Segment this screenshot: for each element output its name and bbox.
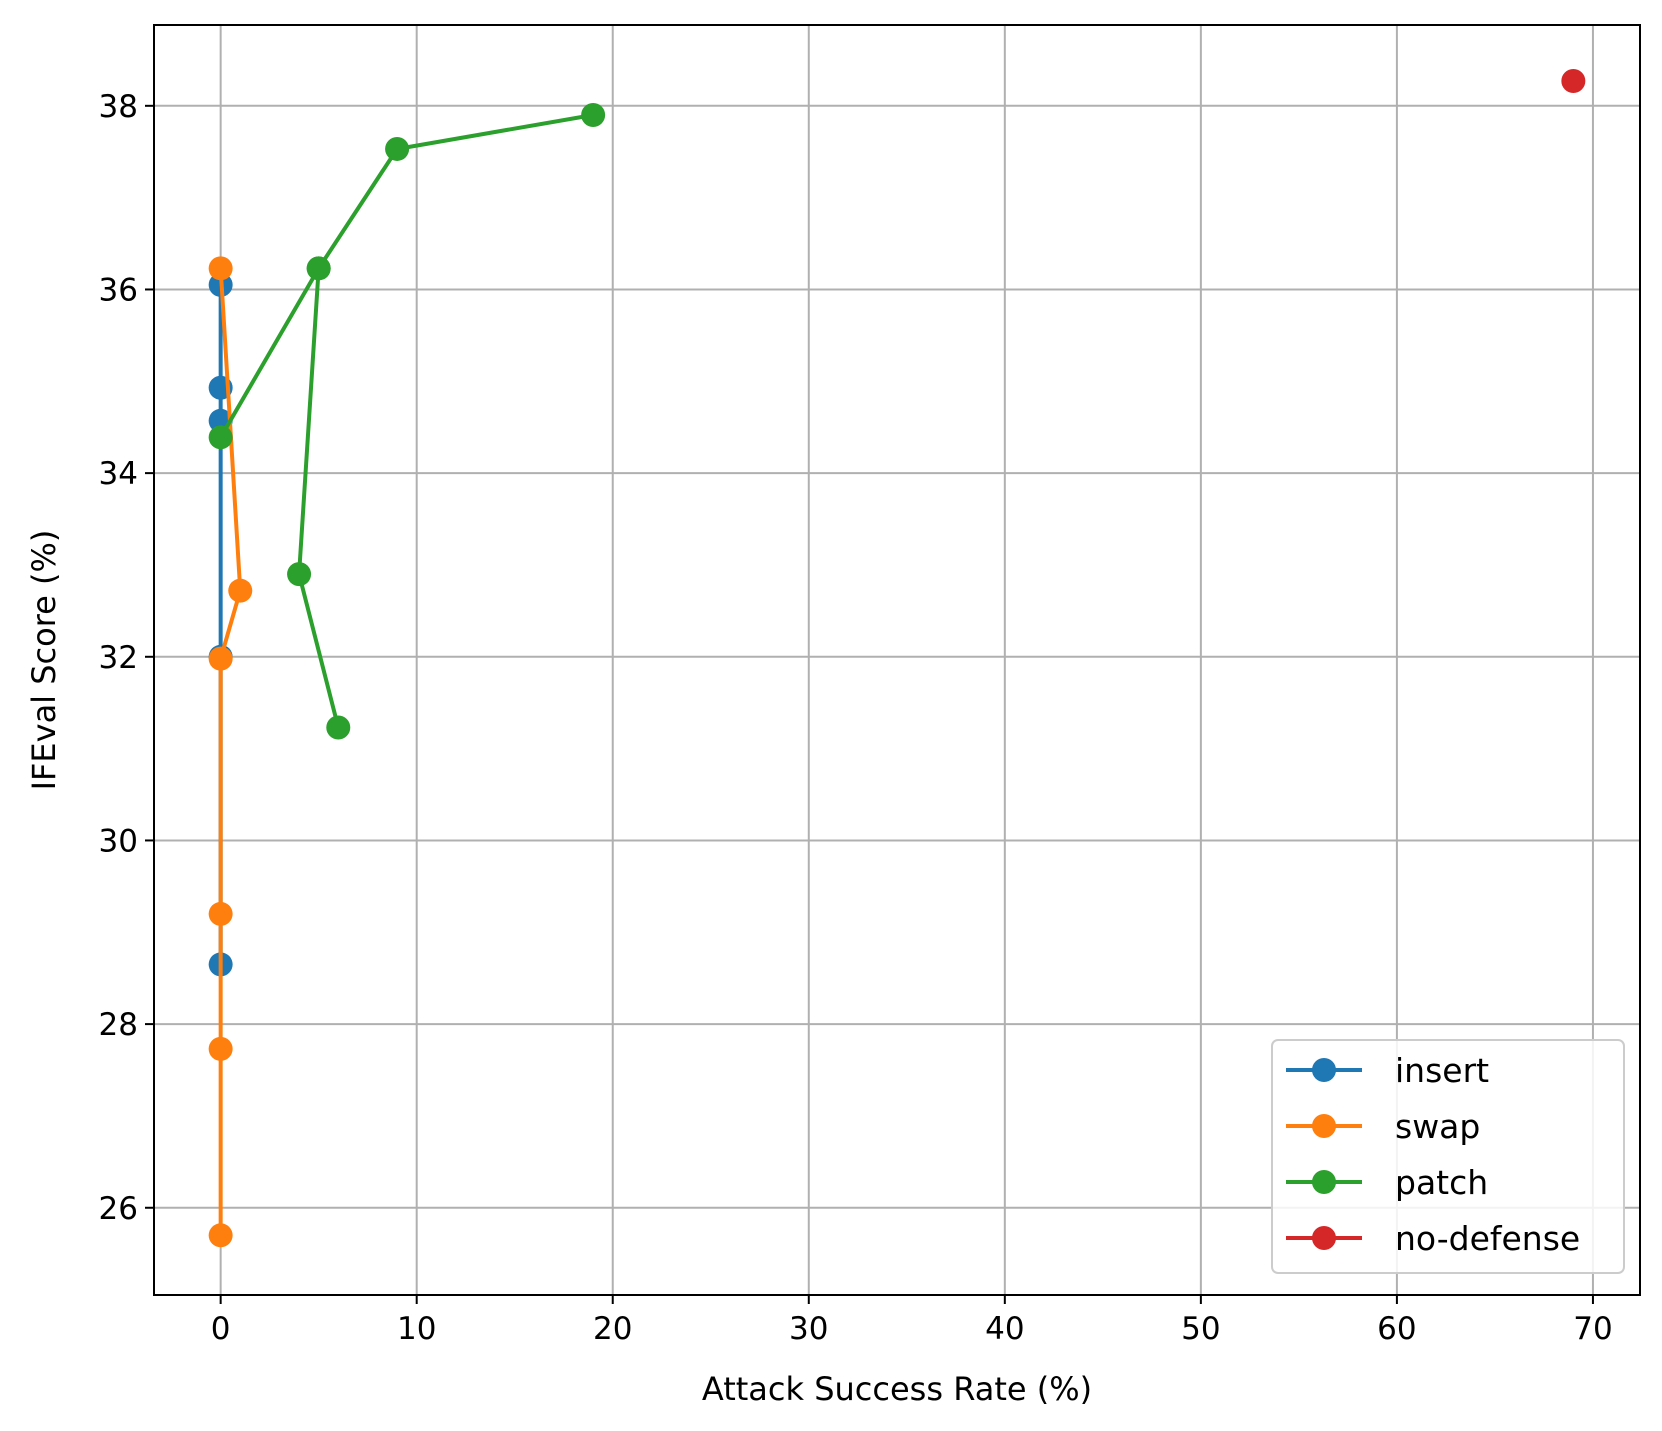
x-tick-label: 40 [985, 1311, 1024, 1347]
y-tick-label: 26 [99, 1191, 138, 1227]
legend-item-insert: insert [1286, 1051, 1489, 1090]
series-swap [208, 256, 253, 1248]
x-axis-label: Attack Success Rate (%) [702, 1370, 1092, 1408]
data-point-patch [581, 102, 606, 127]
legend-label-patch: patch [1395, 1163, 1488, 1202]
series-group [208, 69, 1586, 1248]
y-axis-ticks: 26 28 30 32 34 36 38 [99, 89, 154, 1227]
legend-marker-patch [1312, 1170, 1336, 1194]
legend-label-swap: swap [1395, 1107, 1480, 1146]
series-line-swap [218, 268, 243, 1236]
x-tick-label: 70 [1573, 1311, 1612, 1347]
grid-lines [154, 25, 1640, 1295]
legend-item-swap: swap [1286, 1107, 1480, 1146]
data-point-swap [208, 646, 233, 671]
x-tick-label: 60 [1377, 1311, 1416, 1347]
series-patch [208, 102, 606, 740]
y-axis-label: IFEval Score (%) [25, 530, 63, 791]
legend-box [1271, 1039, 1625, 1274]
x-tick-label: 50 [1181, 1311, 1220, 1347]
y-tick-label: 28 [99, 1007, 138, 1043]
data-point-patch [287, 562, 312, 587]
legend-item-no-defense: no-defense [1286, 1219, 1580, 1258]
data-point-swap [228, 578, 253, 603]
legend-label-insert: insert [1395, 1051, 1489, 1090]
y-tick-label: 36 [99, 272, 138, 308]
legend-marker-no-defense [1312, 1226, 1336, 1250]
data-point-swap [208, 901, 233, 926]
x-tick-label: 0 [211, 1311, 231, 1347]
x-tick-label: 30 [789, 1311, 828, 1347]
legend-marker-insert [1312, 1058, 1336, 1082]
plot-frame [153, 24, 1641, 1296]
y-tick-label: 34 [99, 456, 138, 492]
data-point-patch [385, 136, 410, 161]
x-axis-ticks: 0 10 20 30 40 50 60 70 [211, 1295, 1613, 1347]
x-tick-label: 20 [593, 1311, 632, 1347]
data-point-patch [326, 715, 351, 740]
data-point-swap [208, 256, 233, 281]
data-point-swap [208, 1223, 233, 1248]
x-tick-label: 10 [397, 1311, 436, 1347]
y-tick-label: 32 [99, 640, 138, 676]
data-point-patch [208, 425, 233, 450]
y-tick-label: 38 [99, 89, 138, 125]
legend-label-no-defense: no-defense [1395, 1219, 1580, 1258]
data-point-patch [306, 256, 331, 281]
legend: insert swap patch no-defense [1271, 1039, 1625, 1274]
data-point-no-defense [1561, 69, 1586, 94]
data-point-swap [208, 1036, 233, 1061]
legend-marker-swap [1312, 1114, 1336, 1138]
y-tick-label: 30 [99, 823, 138, 859]
series-no-defense [1561, 69, 1586, 94]
legend-item-patch: patch [1286, 1163, 1488, 1202]
